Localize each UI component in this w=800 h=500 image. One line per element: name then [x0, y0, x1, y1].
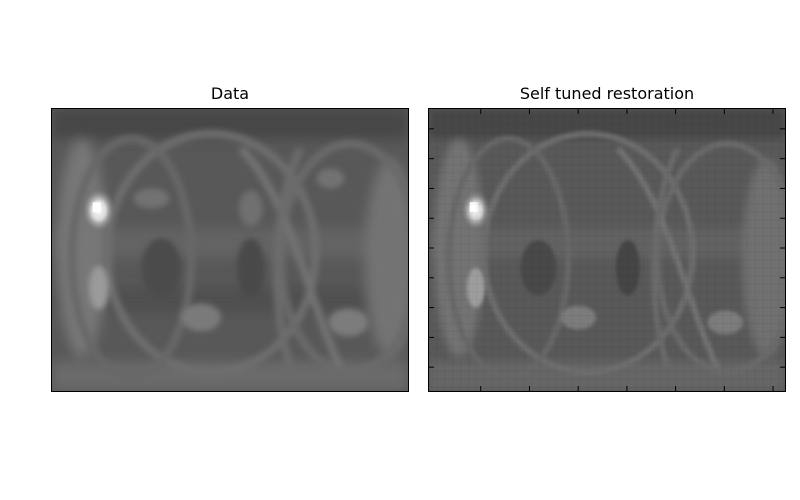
- data-image: [51, 108, 409, 392]
- restoration-panel-title: Self tuned restoration: [428, 84, 786, 103]
- restoration-image-svg: [429, 109, 785, 391]
- restoration-panel: Self tuned restoration: [428, 108, 786, 392]
- data-image-svg: [52, 109, 408, 391]
- data-panel: Data: [51, 108, 409, 392]
- restoration-image: [428, 108, 786, 392]
- data-panel-title: Data: [51, 84, 409, 103]
